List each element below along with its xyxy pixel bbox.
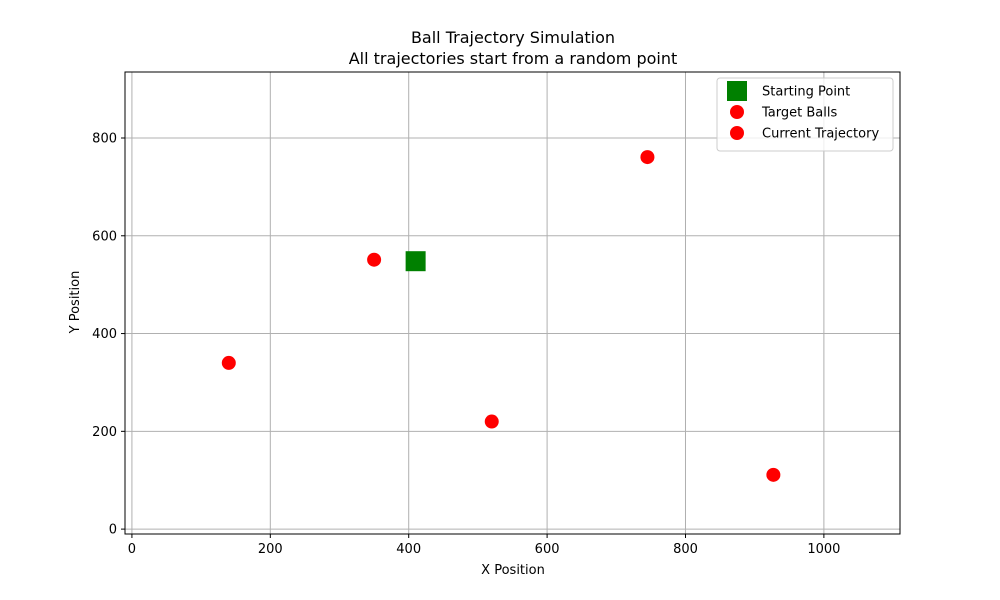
- x-tick-label: 1000: [807, 542, 840, 557]
- x-tick-label: 800: [673, 542, 698, 557]
- legend-entry-label: Target Balls: [761, 106, 837, 121]
- legend-entry-label: Starting Point: [762, 85, 850, 100]
- target-ball-point: [640, 150, 655, 165]
- target-ball-point: [221, 355, 236, 370]
- data-points: [221, 150, 781, 482]
- target-ball-point: [766, 467, 781, 482]
- plot-area-frame: [124, 71, 901, 535]
- y-tick-label: 400: [92, 327, 117, 342]
- x-tick-label: 200: [258, 542, 283, 557]
- legend-circle-marker: [730, 105, 744, 119]
- y-tick-label: 600: [92, 229, 117, 244]
- y-axis-label: Y Position: [68, 271, 83, 335]
- starting-point-marker: [405, 251, 426, 272]
- legend-box: [716, 77, 894, 152]
- y-tick-label: 200: [92, 425, 117, 440]
- legend-entry-label: Current Trajectory: [762, 127, 879, 142]
- legend-square-marker: [727, 81, 747, 101]
- target-ball-point: [367, 252, 382, 267]
- legend: Starting Point Target Balls Current Trajec…: [716, 77, 894, 152]
- target-ball-point: [484, 414, 499, 429]
- y-tick-label: 0: [109, 523, 117, 538]
- x-tick-label: 0: [128, 542, 136, 557]
- y-tick-label: 800: [92, 132, 117, 147]
- chart-title: Ball Trajectory Simulation: [411, 28, 615, 47]
- x-tick-label: 400: [396, 542, 421, 557]
- x-axis-label: X Position: [481, 563, 545, 578]
- chart-subtitle: All trajectories start from a random poi…: [349, 49, 678, 68]
- x-tick-label: 600: [535, 542, 560, 557]
- legend-circle-marker: [730, 126, 744, 140]
- axis-ticks: 0 200 400 600 800 1000 0 200 400 600 800: [92, 132, 840, 558]
